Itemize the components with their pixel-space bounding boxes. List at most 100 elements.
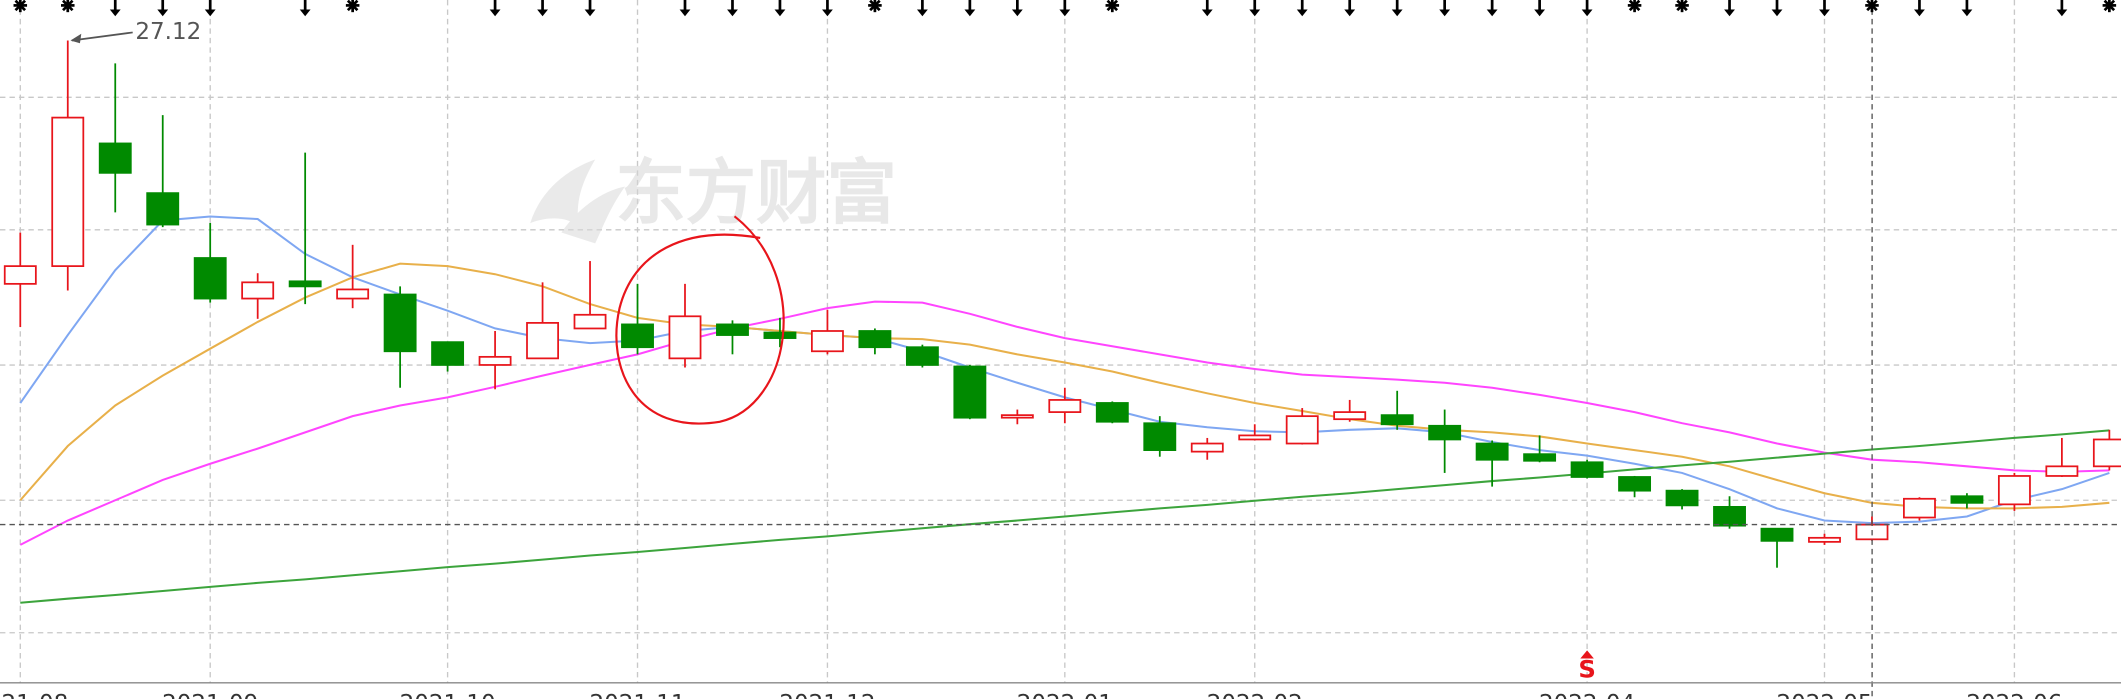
candle-body <box>3 265 37 285</box>
event-marker <box>1439 9 1451 17</box>
watermark-logo <box>561 186 625 244</box>
event-marker <box>679 9 691 17</box>
candle-body <box>1570 461 1604 478</box>
candle-body <box>336 288 370 300</box>
event-marker <box>774 9 786 17</box>
event-marker <box>1059 9 1071 17</box>
event-marker <box>537 9 548 17</box>
x-tick-label: 2021-12 <box>779 691 875 699</box>
event-marker <box>916 9 928 17</box>
candle-body <box>905 346 939 366</box>
event-marker <box>2103 0 2116 12</box>
x-tick-label: 2021-11 <box>589 691 685 699</box>
event-marker <box>964 9 976 17</box>
event-marker <box>1628 0 1641 12</box>
event-marker <box>62 0 74 12</box>
event-marker <box>1011 9 1023 17</box>
candle-body <box>241 281 275 300</box>
candle-body <box>193 257 227 300</box>
candle-body <box>1903 497 1936 519</box>
high-label: 27.12 <box>135 19 201 45</box>
candle-body <box>810 330 844 353</box>
candle-body <box>478 355 512 366</box>
candles <box>3 40 2121 568</box>
event-marker <box>869 0 881 12</box>
candle-body <box>1000 414 1034 419</box>
event-marker <box>1819 9 1830 17</box>
candle-body <box>51 116 85 267</box>
event-marker <box>1581 9 1593 17</box>
x-tick-label: 2021-08 <box>0 691 68 699</box>
event-markers <box>13 0 2117 17</box>
candle-body <box>1143 422 1177 451</box>
candle-body <box>573 313 607 330</box>
event-marker <box>584 9 596 17</box>
event-marker <box>1296 9 1308 17</box>
x-tick-label: 2022-06 <box>1966 691 2062 699</box>
moving-average-line <box>19 262 2110 510</box>
event-marker <box>489 9 501 17</box>
event-marker <box>1866 0 1878 12</box>
candle-body <box>1048 399 1082 413</box>
candle-body <box>2092 438 2121 468</box>
event-marker <box>1249 9 1261 17</box>
candle-body <box>716 323 749 336</box>
event-marker <box>299 9 311 17</box>
x-axis-labels: 2021-08 2021-09 2021-10 2021-11 2021-12 2022-… <box>0 691 2062 699</box>
grid <box>0 0 2121 683</box>
watermark-logo <box>530 159 596 228</box>
x-tick-label: 2022-05 <box>1776 691 1872 699</box>
event-marker <box>346 0 359 12</box>
candle-body <box>1808 536 1841 543</box>
event-marker <box>1201 9 1213 17</box>
event-marker <box>1344 9 1356 17</box>
candle-body <box>1380 414 1414 426</box>
x-tick-label: 2022-01 <box>1017 691 1113 699</box>
event-marker <box>204 9 216 17</box>
candle-body <box>1333 411 1367 421</box>
signal-label: S <box>1578 655 1596 684</box>
watermark: 东方财富 <box>530 152 897 244</box>
event-marker <box>1534 9 1546 17</box>
event-marker <box>727 9 738 17</box>
event-marker <box>14 0 27 12</box>
hand-drawn-circle <box>615 215 785 425</box>
candle-body <box>1713 506 1746 527</box>
candle-body <box>2045 465 2079 477</box>
candle-body <box>1095 402 1129 423</box>
candle-body <box>146 192 180 226</box>
signal-arrow <box>1580 650 1594 659</box>
moving-average-line <box>20 429 2110 604</box>
event-marker <box>1914 9 1925 17</box>
candle-body <box>858 330 892 349</box>
high-arrow <box>71 31 133 42</box>
candle-body <box>1997 475 2031 506</box>
candle-body <box>1475 442 1509 461</box>
event-marker <box>109 9 121 17</box>
x-tick-label: 2021-10 <box>400 691 496 699</box>
candle-body <box>431 341 465 366</box>
candle-body <box>953 365 987 419</box>
candle-body <box>621 323 654 349</box>
event-marker <box>1391 9 1403 17</box>
high-arrowhead <box>70 33 82 44</box>
candle-body <box>1190 442 1224 453</box>
event-marker <box>822 9 833 17</box>
x-tick-label: 2022-02 <box>1207 691 1303 699</box>
event-marker <box>2056 9 2068 17</box>
x-tick-label: 2021-09 <box>162 691 258 699</box>
candle-body <box>1618 476 1652 492</box>
event-marker <box>1771 9 1783 17</box>
candle-body <box>668 315 702 360</box>
watermark-text: 东方财富 <box>615 152 896 234</box>
candle-body <box>1950 495 1984 504</box>
candle-body <box>1428 424 1462 441</box>
candle-body <box>98 142 132 174</box>
candle-body <box>1523 453 1557 462</box>
event-marker <box>1961 9 1973 17</box>
event-marker <box>157 9 169 17</box>
candle-body <box>526 322 559 360</box>
